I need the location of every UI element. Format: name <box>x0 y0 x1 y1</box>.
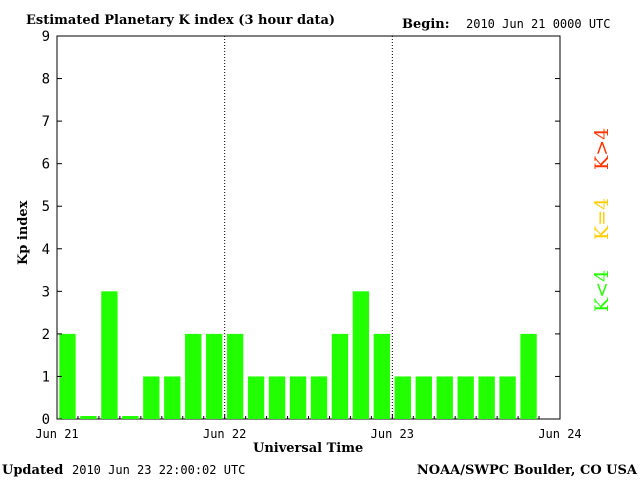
kp-bar <box>185 333 202 419</box>
y-tick-label: 6 <box>42 157 50 173</box>
begin-label: Begin: <box>402 17 450 32</box>
bars-group <box>59 291 537 419</box>
y-tick-label: 5 <box>42 199 50 215</box>
x-tick-label: Jun 23 <box>371 427 414 441</box>
kp-bar <box>520 333 537 419</box>
legend-k-less-4: K<4 <box>591 270 613 312</box>
x-tick-label: Jun 21 <box>35 427 78 441</box>
kp-bar <box>101 291 118 419</box>
day-gridlines <box>224 36 393 419</box>
kp-bar <box>373 333 391 419</box>
kp-bar <box>226 333 244 419</box>
kp-bar <box>80 416 97 419</box>
kp-bar <box>289 376 307 419</box>
y-tick-label: 0 <box>42 412 50 428</box>
legend: K<4 K=4 K>4 <box>591 128 613 312</box>
y-tick-label: 4 <box>42 242 50 258</box>
kp-bar <box>59 333 76 419</box>
legend-k-equal-4: K=4 <box>591 198 613 240</box>
x-axis-ticks: Jun 21 Jun 22 Jun 23 Jun 24 <box>35 414 582 441</box>
kp-bar <box>394 376 411 419</box>
kp-bar <box>310 376 328 419</box>
kp-bar <box>415 376 432 419</box>
kp-bar <box>206 333 223 419</box>
plot-frame <box>56 35 561 420</box>
y-tick-label: 9 <box>42 29 50 45</box>
kp-bar <box>436 376 453 419</box>
kp-bar <box>331 333 349 419</box>
x-axis-label: Universal Time <box>253 441 363 456</box>
kp-bar <box>268 376 286 419</box>
kp-bar <box>164 376 181 419</box>
y-axis-label: Kp index <box>16 200 31 265</box>
chart-title: Estimated Planetary K index (3 hour data… <box>26 13 335 28</box>
kp-bar <box>122 416 139 419</box>
begin-value: 2010 Jun 21 0000 UTC <box>466 17 611 31</box>
legend-k-greater-4: K>4 <box>591 128 613 170</box>
x-tick-label: Jun 24 <box>538 427 581 441</box>
source-credit: NOAA/SWPC Boulder, CO USA <box>417 463 638 478</box>
updated-label: Updated <box>2 463 63 478</box>
kp-bar <box>457 376 474 419</box>
y-axis-ticks: 0 1 2 3 4 5 6 7 8 9 <box>42 29 560 428</box>
y-tick-label: 8 <box>42 72 50 88</box>
x-tick-label: Jun 22 <box>203 427 246 441</box>
y-tick-label: 7 <box>42 114 50 130</box>
y-tick-label: 2 <box>42 327 50 343</box>
y-tick-label: 1 <box>42 369 50 385</box>
kp-bar <box>143 376 160 419</box>
kp-bar <box>499 376 516 419</box>
kp-bar <box>478 376 495 419</box>
y-tick-label: 3 <box>42 284 50 300</box>
kp-bar <box>352 291 370 419</box>
kp-bar <box>247 376 265 419</box>
updated-value: 2010 Jun 23 22:00:02 UTC <box>72 463 245 477</box>
